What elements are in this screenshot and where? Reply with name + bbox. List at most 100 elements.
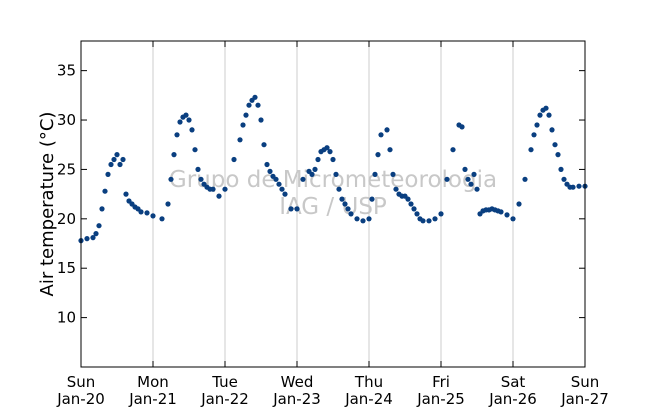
x-tick-label-date: Jan-25	[416, 390, 465, 408]
data-point	[273, 176, 279, 182]
data-point	[237, 137, 243, 143]
data-point	[267, 168, 273, 174]
data-point	[537, 112, 543, 118]
data-point	[426, 218, 432, 224]
data-point	[138, 209, 144, 215]
data-point	[309, 171, 315, 177]
data-point	[216, 193, 222, 199]
data-point	[243, 112, 249, 118]
data-point	[375, 152, 381, 158]
data-point	[210, 186, 216, 192]
data-point	[114, 152, 120, 158]
data-point	[450, 147, 456, 153]
data-point	[390, 171, 396, 177]
data-point	[522, 176, 528, 182]
x-tick-label-date: Jan-22	[200, 390, 249, 408]
data-point	[558, 166, 564, 172]
x-tick-label-day: Thu	[354, 373, 383, 391]
data-point	[282, 191, 288, 197]
data-point	[111, 156, 117, 163]
data-point	[90, 235, 96, 241]
data-point	[369, 196, 375, 202]
data-point	[93, 231, 99, 237]
data-point	[96, 223, 102, 229]
data-point	[516, 201, 522, 207]
data-point	[543, 105, 549, 111]
data-point	[174, 132, 180, 138]
data-point	[411, 206, 417, 212]
data-point	[462, 166, 468, 172]
data-point	[117, 161, 123, 168]
data-point	[420, 218, 426, 224]
x-axis-ticks: SunJan-20MonJan-21TueJan-22WedJan-23ThuJ…	[56, 41, 609, 408]
data-point	[408, 201, 414, 207]
y-tick-label: 30	[57, 111, 76, 129]
x-tick-label-day: Sun	[67, 373, 96, 391]
data-point	[339, 196, 345, 202]
data-points	[78, 94, 588, 244]
vertical-gridlines	[152, 41, 514, 367]
data-point	[300, 176, 306, 182]
data-point	[258, 117, 264, 123]
data-point	[366, 216, 372, 222]
data-point	[120, 156, 126, 163]
plot-frame	[80, 40, 586, 368]
data-point	[312, 166, 318, 172]
data-point	[327, 149, 333, 155]
data-point	[336, 186, 342, 192]
x-tick-label-date: Jan-21	[128, 390, 177, 408]
data-point	[177, 119, 183, 125]
data-point	[183, 112, 189, 118]
x-tick-label-day: Sun	[571, 373, 600, 391]
data-point	[240, 122, 246, 128]
data-point	[498, 209, 504, 215]
data-point	[405, 196, 411, 202]
data-point	[561, 176, 567, 182]
data-point	[255, 102, 261, 108]
y-tick-label: 35	[57, 62, 76, 80]
data-point	[570, 184, 576, 190]
data-point	[294, 206, 300, 212]
data-point	[264, 161, 270, 168]
y-tick-label: 20	[57, 210, 76, 228]
data-point	[549, 127, 555, 133]
x-tick-label-date: Jan-20	[56, 390, 105, 408]
y-tick-label: 15	[57, 259, 76, 277]
data-point	[444, 176, 450, 182]
x-tick-label-date: Jan-27	[560, 390, 609, 408]
data-point	[504, 212, 510, 218]
data-point	[552, 142, 558, 148]
data-point	[528, 147, 534, 153]
data-point	[84, 236, 90, 242]
data-point	[459, 124, 465, 130]
data-point	[510, 216, 516, 222]
data-point	[102, 188, 108, 194]
data-point	[150, 213, 156, 219]
data-point	[159, 216, 165, 222]
y-axis-label: Air temperature (°C)	[37, 112, 58, 297]
data-point	[372, 171, 378, 177]
data-point	[231, 156, 237, 163]
x-tick-label-date: Jan-26	[488, 390, 537, 408]
watermark: Grupo de Micrometeorologia IAG / USP	[169, 167, 497, 220]
y-tick-label: 25	[57, 160, 76, 178]
data-point	[195, 166, 201, 172]
data-point	[330, 156, 336, 163]
data-point	[252, 94, 258, 100]
y-axis-ticks: 10 15 20 25 30 35	[57, 62, 585, 327]
data-point	[186, 117, 192, 123]
x-tick-label-day: Mon	[137, 373, 169, 391]
data-point	[99, 206, 105, 212]
data-point	[354, 216, 360, 222]
x-tick-label-date: Jan-23	[272, 390, 321, 408]
data-point	[348, 211, 354, 217]
data-point	[414, 211, 420, 217]
data-point	[315, 156, 321, 163]
data-point	[387, 147, 393, 153]
data-point	[432, 216, 438, 222]
data-point	[144, 210, 150, 216]
data-point	[123, 191, 129, 197]
data-point	[288, 206, 294, 212]
data-point	[360, 218, 366, 224]
data-point	[105, 171, 111, 177]
